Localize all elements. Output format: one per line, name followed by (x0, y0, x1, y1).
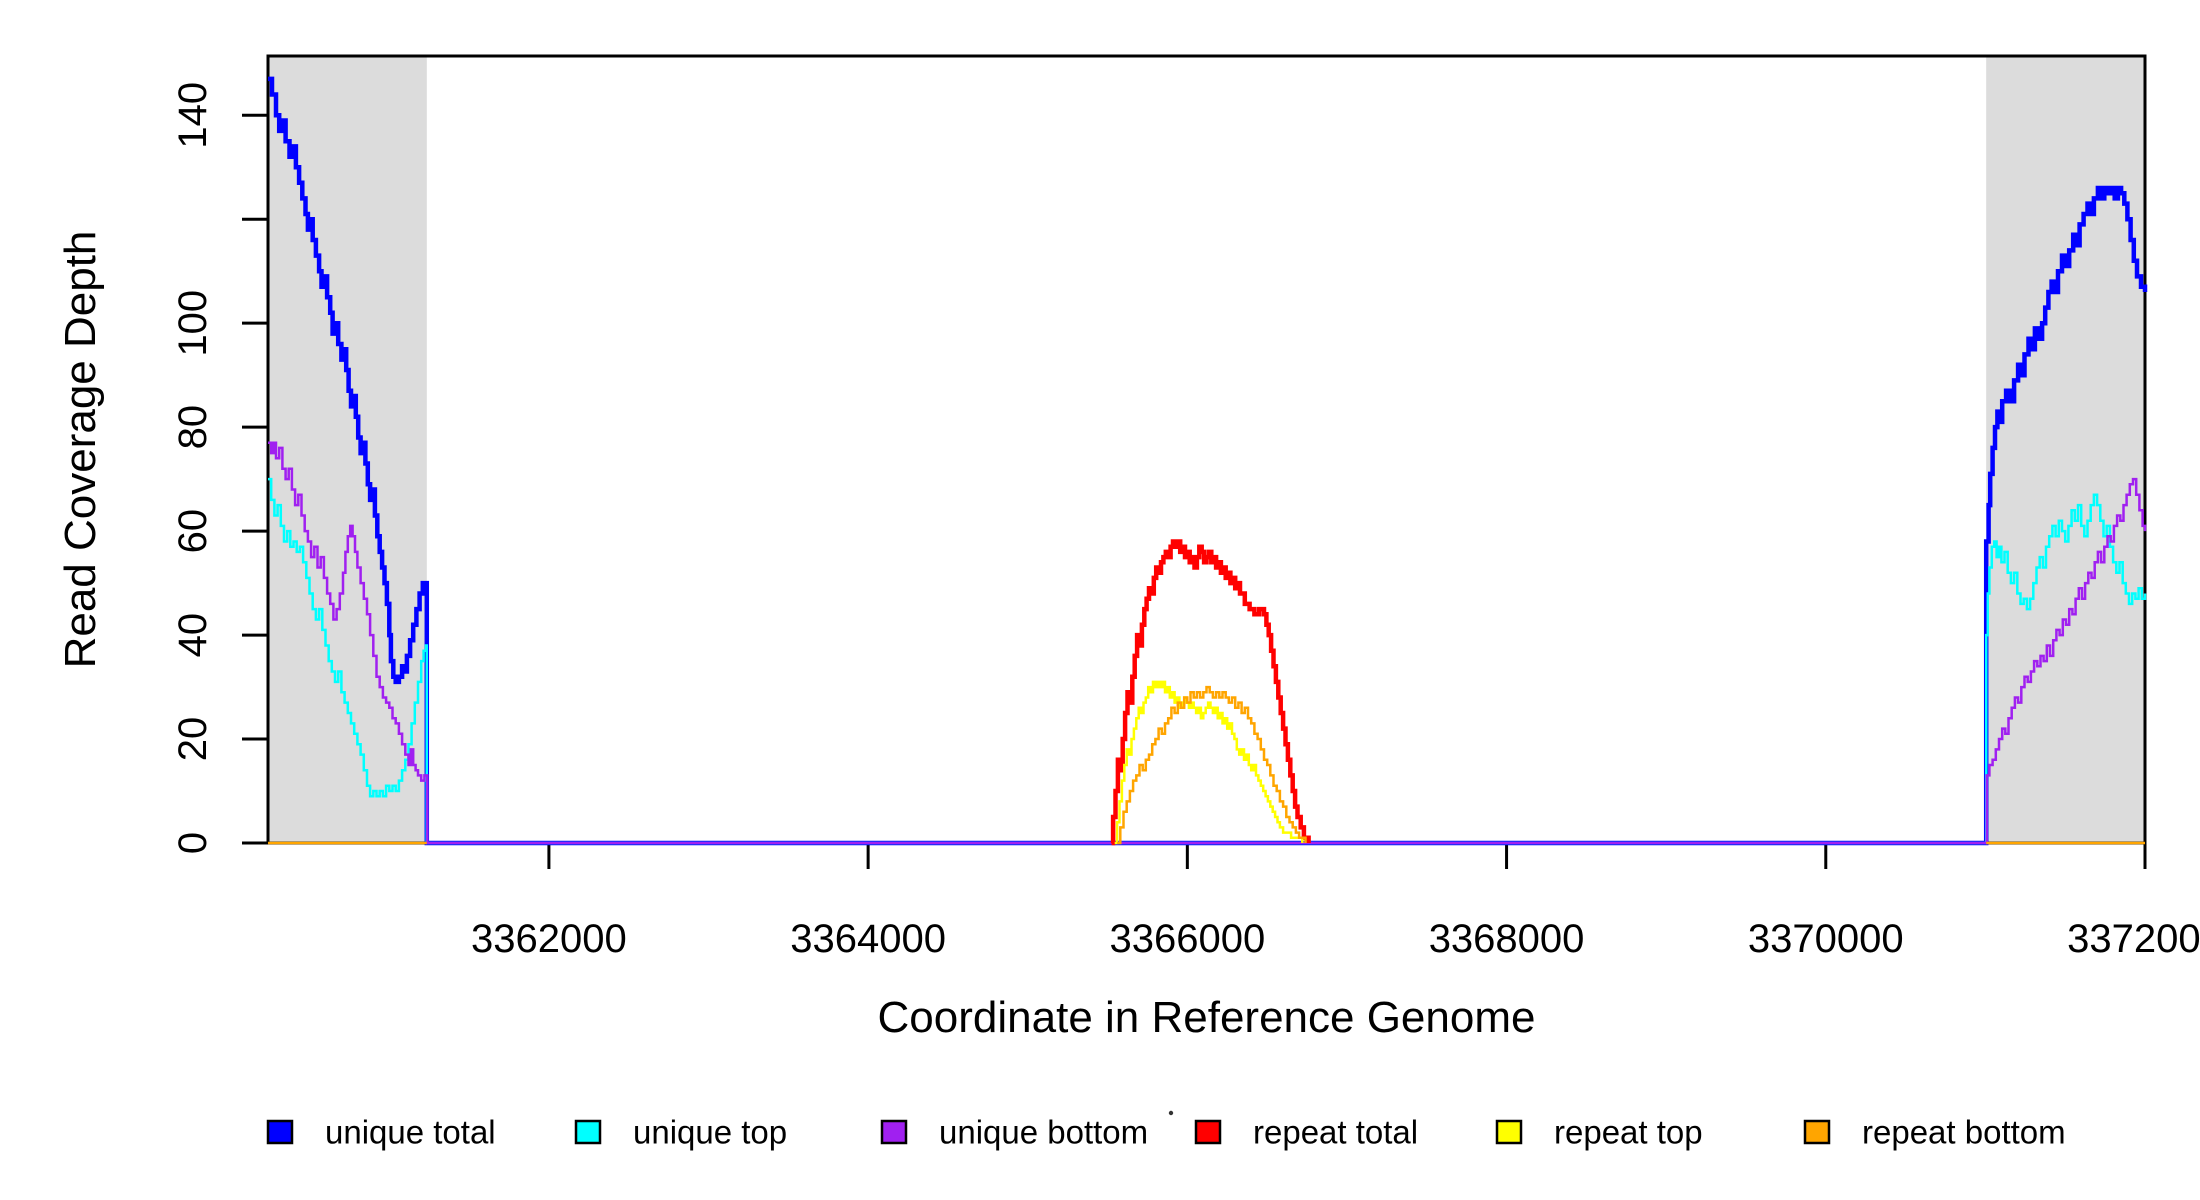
x-tick-label: 3362000 (471, 917, 627, 961)
y-tick-label: 60 (171, 509, 215, 554)
x-axis: 3362000 3364000 3366000 3368000 3370000 33720… (471, 843, 2200, 961)
plot-border (266, 54, 2147, 845)
series-unique-total (268, 76, 2148, 846)
y-tick-label: 20 (171, 717, 215, 762)
series-repeat-top (1114, 680, 1304, 845)
series-path (1114, 680, 1304, 845)
x-tick-label: 3364000 (790, 917, 946, 961)
legend-item-unique-top: unique top (574, 1114, 787, 1151)
legend-swatch (574, 1119, 602, 1145)
legend-swatch (1495, 1119, 1523, 1145)
legend-label: repeat bottom (1862, 1114, 2066, 1151)
legend-label: unique total (325, 1114, 496, 1151)
legend-label: unique top (633, 1114, 787, 1151)
y-tick-label: 140 (171, 82, 215, 149)
y-tick-label: 80 (171, 405, 215, 450)
legend-item-repeat-total: repeat total (1194, 1114, 1418, 1151)
x-axis-title: Coordinate in Reference Genome (878, 993, 1536, 1042)
y-axis-title: Read Coverage Depth (56, 231, 105, 669)
legend-item-repeat-top: repeat top (1495, 1114, 1703, 1151)
series-path (1110, 539, 1311, 846)
y-axis: 0 20 40 60 80 100 140 (171, 82, 268, 854)
series-path (268, 477, 2147, 845)
shaded-region-right-flank (1986, 56, 2145, 843)
y-tick-label: 0 (171, 832, 215, 854)
series-repeat-total (1110, 539, 1311, 846)
series-unique-bottom (268, 441, 2147, 845)
x-tick-label: 3370000 (1748, 917, 1904, 961)
legend-swatch (266, 1119, 294, 1145)
x-tick-label: 3366000 (1109, 917, 1265, 961)
x-tick-label: 3368000 (1429, 917, 1585, 961)
y-tick-label: 100 (171, 290, 215, 357)
legend-label: unique bottom (939, 1114, 1148, 1151)
legend-swatch (1803, 1119, 1831, 1145)
shaded-region-left-flank (268, 56, 427, 843)
series-repeat-bottom (268, 685, 2145, 845)
legend-item-unique-bottom: unique bottom (880, 1114, 1148, 1151)
series-path (1117, 685, 1307, 845)
legend-item-repeat-bottom: repeat bottom (1803, 1114, 2066, 1151)
legend-swatch (880, 1119, 908, 1145)
series-path (268, 76, 2148, 846)
y-tick-label: 40 (171, 613, 215, 658)
series-unique-top (268, 477, 2147, 845)
legend-label: repeat top (1554, 1114, 1703, 1151)
legend-label: repeat total (1253, 1114, 1418, 1151)
legend: unique total unique top unique bottom repea… (266, 1114, 2066, 1151)
series-path (268, 441, 2147, 845)
legend-item-unique-total: unique total (266, 1114, 496, 1151)
stray-dot (1168, 1110, 1174, 1116)
legend-swatch (1194, 1119, 1222, 1145)
